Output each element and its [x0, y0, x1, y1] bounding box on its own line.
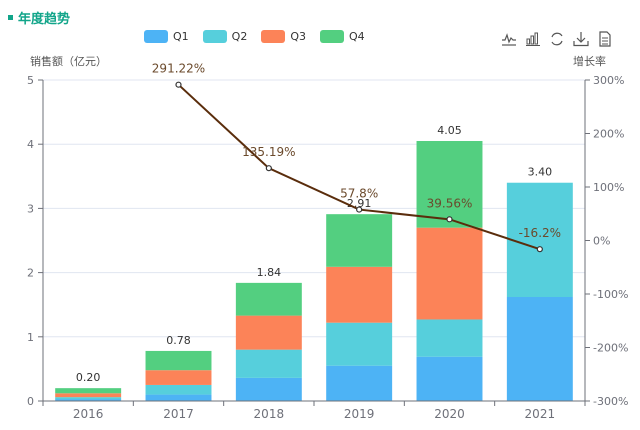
bar-q2-2018 [235, 349, 302, 378]
growth-point [175, 81, 182, 88]
bar-q1-2020 [416, 356, 483, 401]
legend: Q1 Q2 Q3 Q4 [144, 30, 365, 43]
bar-q3-2019 [326, 266, 393, 323]
x-tick-label: 2017 [163, 407, 194, 421]
bar-q3-2020 [416, 227, 483, 320]
legend-item-q4[interactable]: Q4 [320, 30, 365, 43]
bar-q1-2019 [326, 365, 393, 401]
bar-q4-2017 [145, 350, 212, 371]
download-icon[interactable] [572, 30, 590, 48]
bar-q2-2016 [55, 397, 122, 400]
bar-q2-2021 [506, 182, 573, 297]
bar-q2-2017 [145, 384, 212, 395]
x-tick-label: 2018 [254, 407, 285, 421]
bar-q4-2020 [416, 140, 483, 228]
title-text: 年度趋势 [18, 12, 71, 27]
growth-label: 135.19% [242, 145, 295, 159]
legend-label: Q3 [290, 30, 307, 43]
bar-q1-2016 [55, 399, 122, 401]
y-tick-label: 3 [27, 202, 34, 215]
legend-item-q2[interactable]: Q2 [202, 30, 248, 43]
y-tick-label: 1 [27, 331, 34, 344]
bar-q1-2021 [506, 296, 573, 401]
growth-point [536, 246, 543, 253]
y-right-tick-label: 200% [593, 128, 624, 141]
growth-label: 57.8% [340, 187, 378, 201]
bar-q3-2017 [145, 370, 212, 385]
growth-label: -16.2% [519, 226, 561, 240]
bar-total-label: 0.78 [166, 334, 191, 347]
bar-q1-2017 [145, 394, 212, 401]
growth-point [446, 216, 453, 223]
x-tick-label: 2021 [525, 407, 556, 421]
bar-q4-2018 [235, 282, 302, 316]
bar-chart-icon[interactable] [524, 30, 542, 48]
y-right-tick-label: 0% [593, 235, 610, 248]
legend-item-q3[interactable]: Q3 [261, 30, 306, 43]
legend-item-q1[interactable]: Q1 [144, 30, 189, 43]
growth-point [356, 206, 363, 213]
legend-swatch [202, 30, 227, 43]
y-right-tick-label: -100% [593, 288, 628, 301]
bar-total-label: 3.40 [528, 166, 553, 179]
legend-swatch [144, 30, 168, 43]
toolbox [500, 30, 614, 48]
growth-label: 291.22% [152, 62, 205, 76]
legend-label: Q4 [349, 30, 365, 43]
bar-q4-2016 [55, 388, 122, 394]
x-tick-label: 2016 [73, 407, 104, 421]
growth-point [265, 165, 272, 172]
title-marker [8, 15, 13, 20]
legend-label: Q1 [173, 30, 189, 43]
y-axis-title: 销售额（亿元） [30, 55, 107, 68]
legend-swatch [320, 30, 345, 43]
y-right-tick-label: -300% [593, 395, 628, 408]
y-axis-right-title: 增长率 [573, 55, 606, 68]
bar-q2-2020 [416, 319, 483, 357]
line-chart-icon[interactable] [500, 30, 518, 48]
x-tick-label: 2019 [344, 407, 375, 421]
y-tick-label: 5 [27, 74, 34, 87]
bar-q4-2019 [326, 214, 393, 267]
y-tick-label: 4 [27, 138, 34, 151]
bar-total-label: 1.84 [257, 266, 282, 279]
y-right-tick-label: -200% [593, 342, 628, 355]
legend-label: Q2 [231, 30, 248, 43]
refresh-icon[interactable] [548, 30, 566, 48]
chart-title: 年度趋势 [8, 8, 70, 27]
y-tick-label: 2 [27, 267, 34, 280]
bar-q3-2018 [235, 315, 302, 350]
y-tick-label: 0 [27, 395, 34, 408]
bar-total-label: 4.05 [437, 124, 462, 137]
y-right-tick-label: 100% [593, 181, 624, 194]
bar-q1-2018 [235, 377, 302, 401]
growth-label: 39.56% [427, 196, 473, 210]
data-view-icon[interactable] [596, 30, 614, 48]
bar-total-label: 0.20 [76, 371, 101, 384]
legend-swatch [261, 30, 286, 43]
bar-q3-2016 [55, 393, 122, 398]
bar-q2-2019 [326, 322, 393, 366]
x-tick-label: 2020 [434, 407, 465, 421]
y-right-tick-label: 300% [593, 74, 624, 87]
